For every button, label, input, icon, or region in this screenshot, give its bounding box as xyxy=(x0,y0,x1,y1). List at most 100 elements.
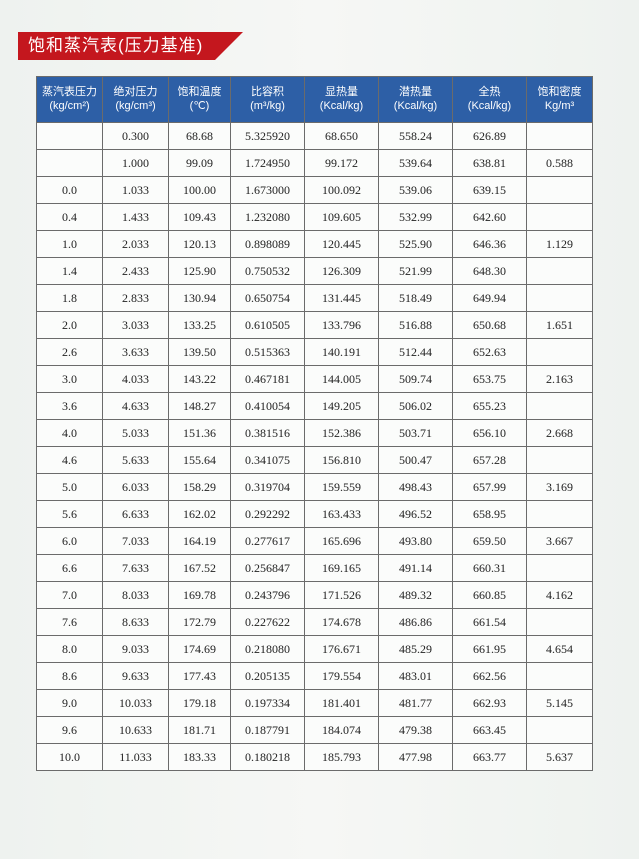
table-cell: 7.0 xyxy=(37,582,103,609)
table-row: 2.63.633139.500.515363140.191512.44652.6… xyxy=(37,339,593,366)
table-cell: 176.671 xyxy=(305,636,379,663)
table-cell: 3.033 xyxy=(103,312,169,339)
table-row: 1.02.033120.130.898089120.445525.90646.3… xyxy=(37,231,593,258)
table-row: 9.610.633181.710.187791184.074479.38663.… xyxy=(37,717,593,744)
table-cell: 663.77 xyxy=(453,744,527,771)
table-cell: 1.651 xyxy=(527,312,593,339)
col-header-7: 饱和密度 Kg/m³ xyxy=(527,77,593,123)
table-cell: 2.6 xyxy=(37,339,103,366)
table-cell: 184.074 xyxy=(305,717,379,744)
table-cell: 179.554 xyxy=(305,663,379,690)
table-cell: 2.433 xyxy=(103,258,169,285)
table-cell: 4.0 xyxy=(37,420,103,447)
table-cell xyxy=(527,177,593,204)
table-row: 8.69.633177.430.205135179.554483.01662.5… xyxy=(37,663,593,690)
table-cell: 0.898089 xyxy=(231,231,305,258)
col-header-label: 比容积 xyxy=(251,86,284,98)
table-cell: 0.410054 xyxy=(231,393,305,420)
table-cell: 7.033 xyxy=(103,528,169,555)
table-cell: 6.633 xyxy=(103,501,169,528)
table-cell: 9.6 xyxy=(37,717,103,744)
table-cell: 662.56 xyxy=(453,663,527,690)
table-cell: 1.724950 xyxy=(231,150,305,177)
table-cell: 659.50 xyxy=(453,528,527,555)
table-cell: 163.433 xyxy=(305,501,379,528)
table-cell: 8.033 xyxy=(103,582,169,609)
table-cell: 9.0 xyxy=(37,690,103,717)
col-header-label: 饱和温度 xyxy=(178,86,222,98)
table-cell: 8.0 xyxy=(37,636,103,663)
table-cell xyxy=(527,501,593,528)
table-cell: 0.187791 xyxy=(231,717,305,744)
table-row: 3.64.633148.270.410054149.205506.02655.2… xyxy=(37,393,593,420)
table-row: 7.68.633172.790.227622174.678486.86661.5… xyxy=(37,609,593,636)
table-cell: 4.633 xyxy=(103,393,169,420)
col-header-3: 比容积(m³/kg) xyxy=(231,77,305,123)
table-cell: 639.15 xyxy=(453,177,527,204)
table-cell: 10.033 xyxy=(103,690,169,717)
table-cell: 493.80 xyxy=(379,528,453,555)
col-header-unit: Kg/m³ xyxy=(531,100,588,114)
title-text: 饱和蒸汽表(压力基准) xyxy=(18,32,215,60)
col-header-1: 绝对压力(kg/cm³) xyxy=(103,77,169,123)
table-cell: 1.232080 xyxy=(231,204,305,231)
table-cell: 10.0 xyxy=(37,744,103,771)
table-cell: 4.033 xyxy=(103,366,169,393)
table-cell: 151.36 xyxy=(169,420,231,447)
table-cell: 0.588 xyxy=(527,150,593,177)
table-cell: 3.169 xyxy=(527,474,593,501)
table-cell: 7.6 xyxy=(37,609,103,636)
table-cell: 0.467181 xyxy=(231,366,305,393)
table-row: 0.30068.685.32592068.650558.24626.89 xyxy=(37,123,593,150)
table-cell: 0.243796 xyxy=(231,582,305,609)
table-cell: 0.256847 xyxy=(231,555,305,582)
table-cell: 660.31 xyxy=(453,555,527,582)
table-row: 6.67.633167.520.256847169.165491.14660.3… xyxy=(37,555,593,582)
table-cell: 158.29 xyxy=(169,474,231,501)
col-header-5: 潜热量(Kcal/kg) xyxy=(379,77,453,123)
table-cell: 486.86 xyxy=(379,609,453,636)
col-header-label: 显热量 xyxy=(325,86,358,98)
table-cell: 3.667 xyxy=(527,528,593,555)
table-cell xyxy=(527,717,593,744)
steam-table: 蒸汽表压力(kg/cm²)绝对压力(kg/cm³)饱和温度(℃)比容积(m³/k… xyxy=(36,76,593,771)
col-header-unit: (℃) xyxy=(173,100,226,114)
table-cell xyxy=(527,339,593,366)
table-cell: 1.129 xyxy=(527,231,593,258)
table-cell: 169.165 xyxy=(305,555,379,582)
table-cell: 8.633 xyxy=(103,609,169,636)
table-cell: 0.197334 xyxy=(231,690,305,717)
table-cell: 481.77 xyxy=(379,690,453,717)
table-cell: 172.79 xyxy=(169,609,231,636)
table-cell: 500.47 xyxy=(379,447,453,474)
table-cell: 179.18 xyxy=(169,690,231,717)
table-cell: 503.71 xyxy=(379,420,453,447)
table-cell: 5.6 xyxy=(37,501,103,528)
table-cell: 2.833 xyxy=(103,285,169,312)
table-cell: 0.650754 xyxy=(231,285,305,312)
table-cell: 0.205135 xyxy=(231,663,305,690)
table-cell: 3.6 xyxy=(37,393,103,420)
table-cell: 489.32 xyxy=(379,582,453,609)
table-cell: 165.696 xyxy=(305,528,379,555)
table-cell: 1.433 xyxy=(103,204,169,231)
table-cell: 663.45 xyxy=(453,717,527,744)
table-cell: 0.319704 xyxy=(231,474,305,501)
table-cell: 655.23 xyxy=(453,393,527,420)
table-cell: 4.654 xyxy=(527,636,593,663)
table-cell: 162.02 xyxy=(169,501,231,528)
table-cell: 9.633 xyxy=(103,663,169,690)
table-cell: 1.000 xyxy=(103,150,169,177)
table-row: 3.04.033143.220.467181144.005509.74653.7… xyxy=(37,366,593,393)
table-cell: 4.6 xyxy=(37,447,103,474)
table-cell: 0.515363 xyxy=(231,339,305,366)
table-cell: 477.98 xyxy=(379,744,453,771)
table-row: 4.65.633155.640.341075156.810500.47657.2… xyxy=(37,447,593,474)
table-cell: 120.445 xyxy=(305,231,379,258)
table-cell: 68.650 xyxy=(305,123,379,150)
table-cell: 167.52 xyxy=(169,555,231,582)
table-cell: 0.341075 xyxy=(231,447,305,474)
col-header-label: 饱和密度 xyxy=(538,86,582,98)
table-cell: 100.00 xyxy=(169,177,231,204)
table-cell: 5.0 xyxy=(37,474,103,501)
